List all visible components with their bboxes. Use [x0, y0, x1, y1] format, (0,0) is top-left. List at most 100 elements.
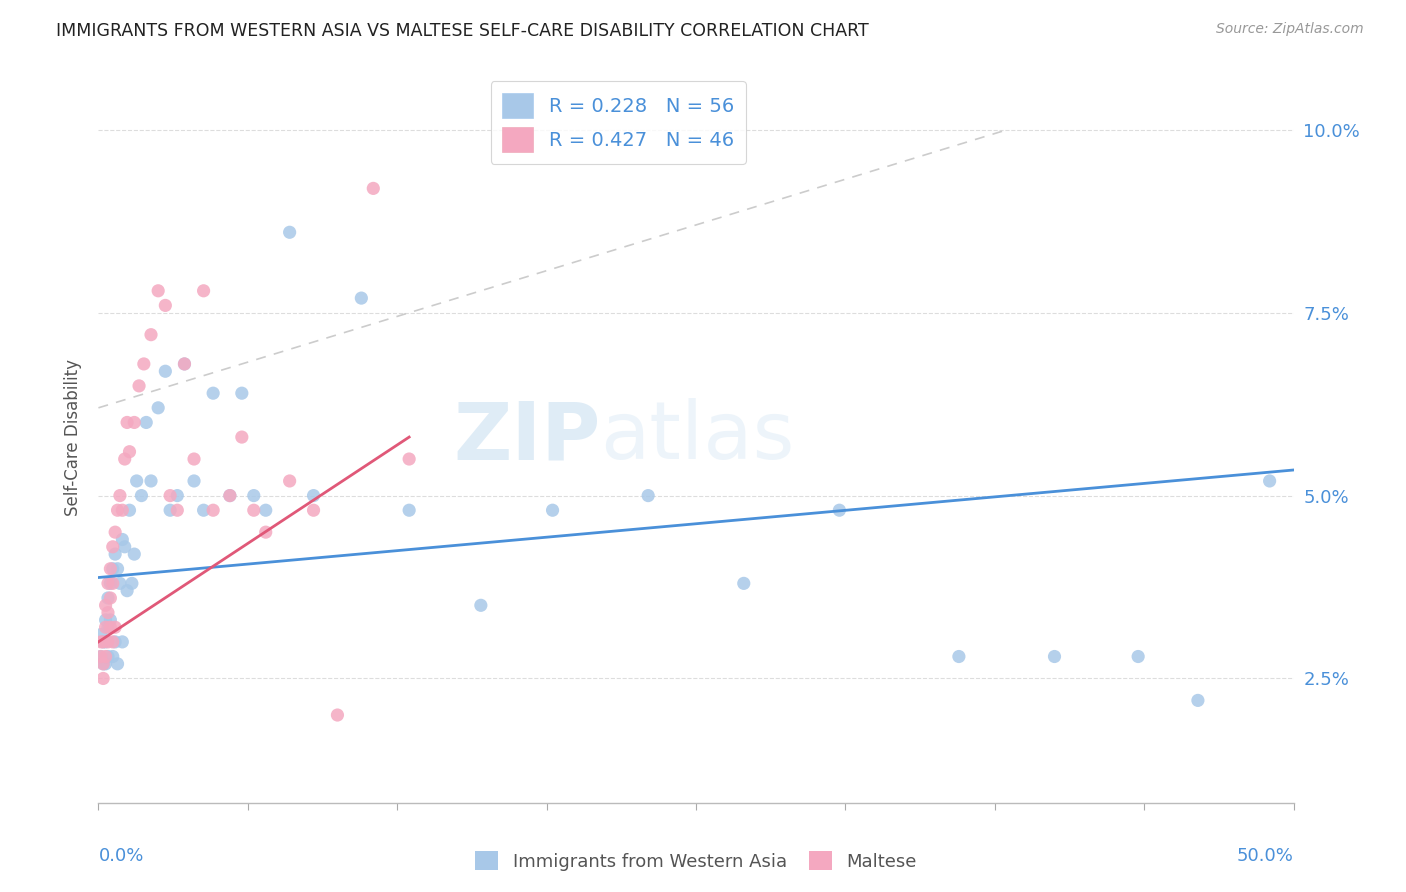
- Point: [94, 620, 117, 634]
- Point: [231, 386, 253, 401]
- Point: [1258, 474, 1281, 488]
- Point: [111, 503, 134, 517]
- Point: [94, 635, 117, 649]
- Point: [97, 620, 120, 634]
- Point: [118, 444, 141, 458]
- Point: [398, 503, 420, 517]
- Point: [90, 649, 112, 664]
- Point: [254, 525, 277, 540]
- Point: [111, 533, 134, 547]
- Point: [193, 284, 215, 298]
- Point: [166, 503, 188, 517]
- Point: [159, 503, 181, 517]
- Point: [278, 474, 301, 488]
- Point: [91, 657, 114, 671]
- Point: [148, 284, 170, 298]
- Point: [104, 635, 127, 649]
- Point: [202, 503, 225, 517]
- Point: [139, 327, 162, 342]
- Text: 0.0%: 0.0%: [98, 847, 143, 864]
- Text: ZIP: ZIP: [453, 398, 600, 476]
- Point: [470, 599, 492, 613]
- Point: [111, 635, 134, 649]
- Point: [148, 401, 170, 415]
- Point: [121, 576, 143, 591]
- Point: [97, 576, 120, 591]
- Point: [107, 562, 129, 576]
- Point: [101, 649, 124, 664]
- Point: [98, 562, 122, 576]
- Point: [94, 599, 117, 613]
- Point: [183, 474, 205, 488]
- Point: [637, 489, 659, 503]
- Point: [326, 708, 349, 723]
- Point: [155, 364, 177, 378]
- Y-axis label: Self-Care Disability: Self-Care Disability: [65, 359, 83, 516]
- Point: [115, 416, 138, 430]
- Point: [135, 416, 157, 430]
- Point: [97, 591, 120, 605]
- Point: [108, 576, 131, 591]
- Point: [94, 657, 117, 671]
- Point: [115, 583, 138, 598]
- Point: [90, 649, 112, 664]
- Point: [948, 649, 970, 664]
- Point: [108, 489, 131, 503]
- Point: [302, 489, 325, 503]
- Point: [114, 540, 136, 554]
- Point: [733, 576, 755, 591]
- Point: [243, 503, 266, 517]
- Text: 50.0%: 50.0%: [1237, 847, 1294, 864]
- Text: atlas: atlas: [600, 398, 794, 476]
- Point: [828, 503, 851, 517]
- Point: [139, 474, 162, 488]
- Point: [90, 627, 112, 641]
- Point: [91, 672, 114, 686]
- Point: [101, 540, 124, 554]
- Point: [243, 489, 266, 503]
- Point: [202, 386, 225, 401]
- Point: [114, 452, 136, 467]
- Point: [173, 357, 195, 371]
- Point: [1187, 693, 1209, 707]
- Point: [124, 547, 146, 561]
- Point: [104, 547, 127, 561]
- Point: [97, 649, 120, 664]
- Point: [155, 298, 177, 312]
- Point: [104, 525, 127, 540]
- Point: [1128, 649, 1150, 664]
- Point: [363, 181, 385, 195]
- Point: [1043, 649, 1066, 664]
- Point: [219, 489, 242, 503]
- Point: [278, 225, 301, 239]
- Point: [350, 291, 373, 305]
- Point: [91, 657, 114, 671]
- Point: [94, 649, 117, 664]
- Point: [183, 452, 205, 467]
- Point: [219, 489, 242, 503]
- Point: [231, 430, 253, 444]
- Point: [541, 503, 564, 517]
- Point: [91, 635, 114, 649]
- Point: [132, 357, 155, 371]
- Point: [107, 503, 129, 517]
- Point: [302, 503, 325, 517]
- Point: [101, 562, 124, 576]
- Point: [254, 503, 277, 517]
- Point: [90, 635, 112, 649]
- Point: [107, 657, 129, 671]
- Point: [98, 576, 122, 591]
- Point: [398, 452, 420, 467]
- Point: [101, 576, 124, 591]
- Point: [94, 613, 117, 627]
- Point: [104, 620, 127, 634]
- Point: [128, 379, 150, 393]
- Point: [131, 489, 153, 503]
- Text: Source: ZipAtlas.com: Source: ZipAtlas.com: [1216, 22, 1364, 37]
- Point: [173, 357, 195, 371]
- Point: [125, 474, 148, 488]
- Text: IMMIGRANTS FROM WESTERN ASIA VS MALTESE SELF-CARE DISABILITY CORRELATION CHART: IMMIGRANTS FROM WESTERN ASIA VS MALTESE …: [56, 22, 869, 40]
- Point: [97, 606, 120, 620]
- Point: [101, 635, 124, 649]
- Point: [193, 503, 215, 517]
